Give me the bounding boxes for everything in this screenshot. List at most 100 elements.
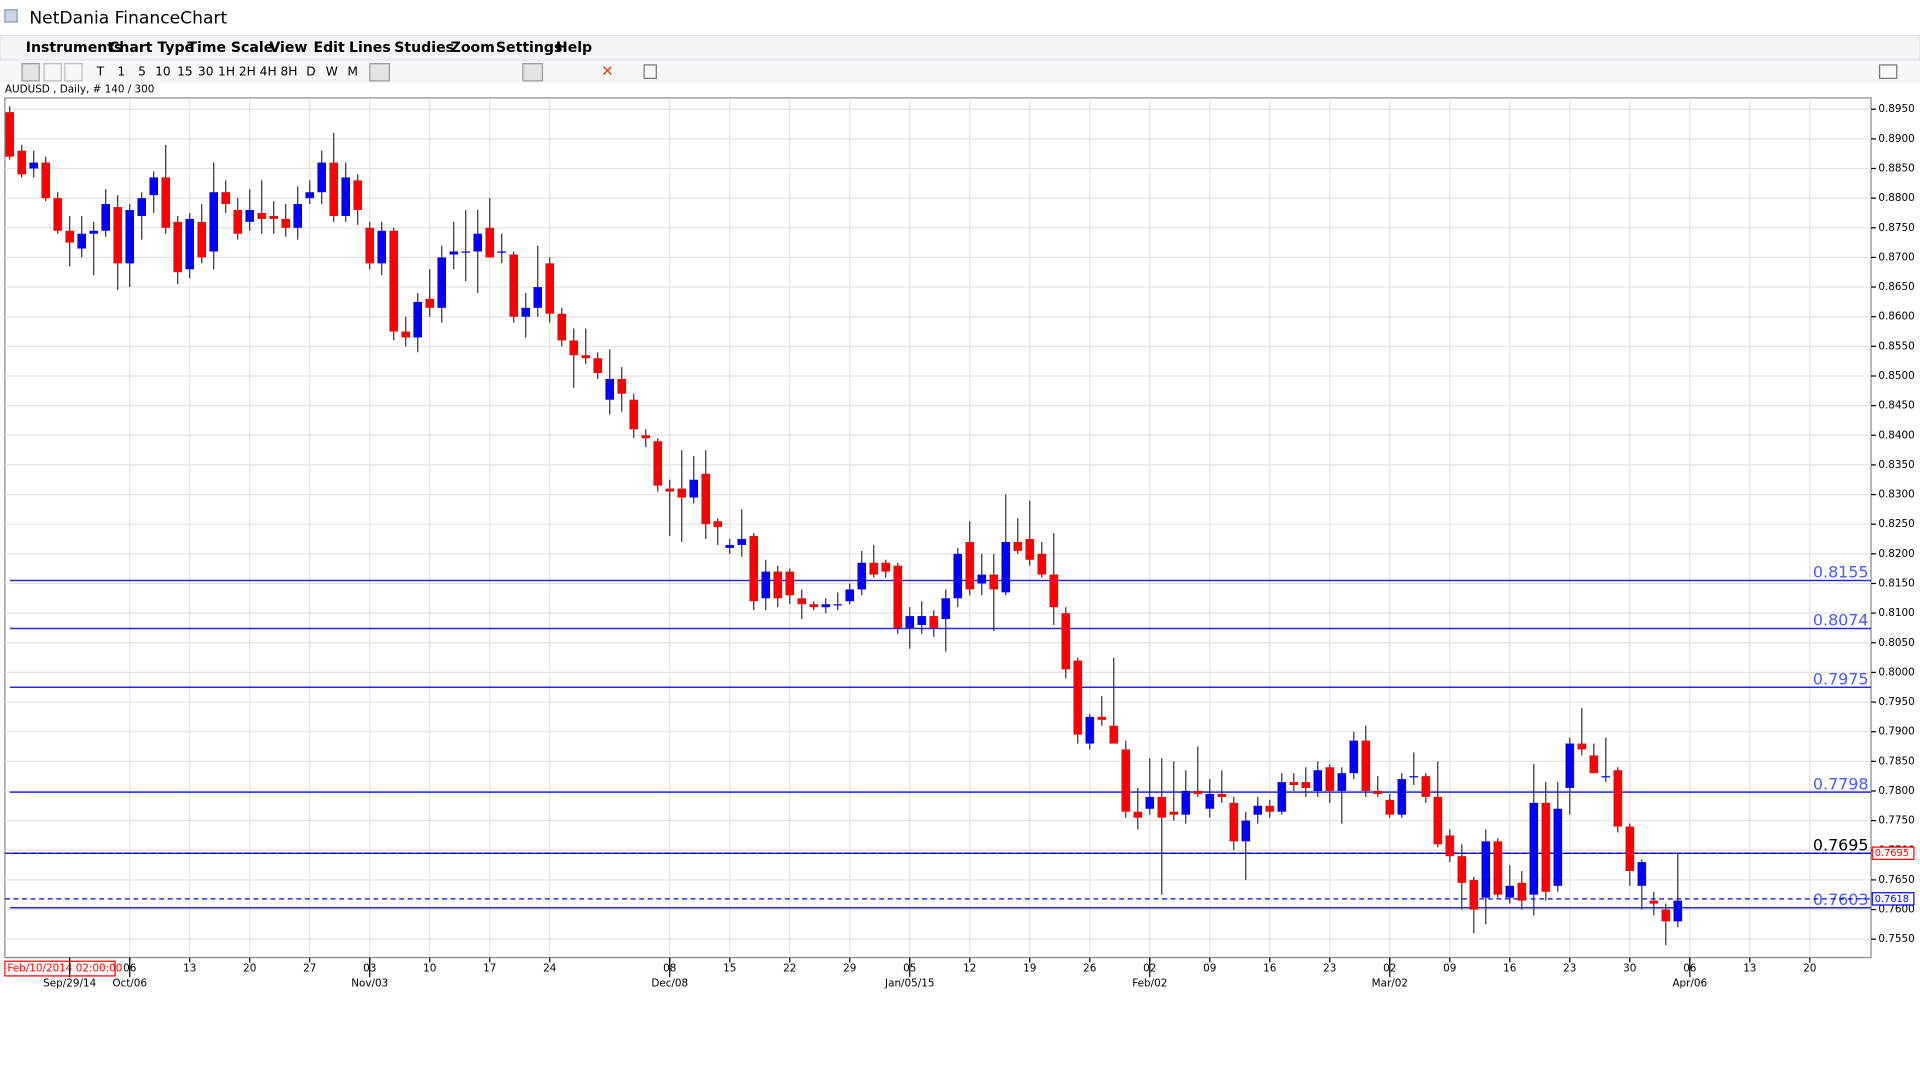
x-tick-label: 22 — [783, 963, 796, 975]
candle-body — [1505, 885, 1515, 898]
menu-item[interactable]: Studies — [394, 40, 454, 56]
candle-body — [485, 227, 495, 258]
y-tick-label: 0.7650 — [1878, 874, 1914, 886]
tool-icon[interactable] — [43, 63, 62, 82]
candle-body — [41, 162, 50, 199]
x-tick-label: 23 — [1323, 963, 1336, 975]
timescale-button[interactable]: 1 — [117, 65, 125, 79]
candle-body — [1589, 755, 1599, 774]
candle-body — [473, 233, 483, 252]
candle-body — [1085, 716, 1095, 744]
y-tick-label: 0.8850 — [1878, 163, 1914, 175]
candle-body — [1193, 790, 1203, 794]
x-tick-label: 29 — [843, 963, 856, 975]
x-tick-label: 12 — [963, 963, 976, 975]
candle-body — [617, 378, 627, 394]
timescale-button[interactable]: 2H — [239, 65, 256, 79]
menu-item[interactable]: Instruments — [26, 40, 123, 56]
candle-body — [161, 177, 170, 228]
x-major-label: Dec/08 — [651, 977, 688, 989]
y-tick-label: 0.8600 — [1878, 311, 1914, 323]
candle-body — [377, 230, 387, 264]
candle-body — [1313, 770, 1323, 791]
y-tick-label: 0.8650 — [1878, 281, 1914, 293]
candle-body — [1049, 574, 1059, 608]
candle-body — [1145, 796, 1155, 809]
x-tick-label: 16 — [1503, 963, 1516, 975]
price-tag-label: 0.7695 — [1875, 848, 1909, 859]
timescale-button[interactable]: 30 — [198, 65, 214, 79]
candle-body — [701, 473, 711, 525]
y-tick-label: 0.7950 — [1878, 696, 1914, 708]
candle-body — [245, 210, 254, 222]
candle-body — [341, 177, 351, 216]
timescale-button[interactable]: M — [347, 65, 358, 79]
y-tick-label: 0.8700 — [1878, 251, 1914, 263]
candle-body — [17, 150, 26, 175]
y-tick-label: 0.8000 — [1878, 666, 1914, 678]
candle-body — [1625, 826, 1635, 871]
tool-icon[interactable] — [522, 63, 544, 82]
candle-body — [5, 112, 14, 157]
candle-body — [401, 331, 411, 338]
candle-body — [113, 207, 122, 264]
menu-item[interactable]: View — [269, 40, 307, 56]
candle-body — [77, 233, 86, 249]
menu-item[interactable]: Lines — [349, 40, 391, 56]
candle-body — [1493, 841, 1503, 895]
candle-body — [1337, 773, 1347, 791]
candle-body — [1301, 782, 1311, 789]
x-tick-label: 30 — [1623, 963, 1636, 975]
tool-icon[interactable]: ✕ — [601, 63, 613, 80]
price-tag — [1871, 846, 1915, 860]
tool-icon[interactable] — [369, 63, 391, 82]
candle-body — [281, 218, 291, 228]
y-tick-label: 0.8750 — [1878, 222, 1914, 234]
candle-body — [137, 198, 146, 216]
candle-body — [1445, 835, 1455, 857]
timescale-button[interactable]: T — [96, 65, 105, 79]
candle-body — [1397, 779, 1407, 815]
timescale-button[interactable]: 4H — [260, 65, 277, 79]
candle-body — [713, 521, 723, 528]
menu-item[interactable]: Settings — [496, 40, 562, 56]
candle-body — [797, 598, 807, 605]
tool-icon[interactable] — [1878, 64, 1898, 79]
tool-icon[interactable] — [64, 63, 83, 82]
timescale-button[interactable]: 5 — [138, 65, 146, 79]
candle-body — [893, 565, 903, 628]
menu-item[interactable]: Edit — [313, 40, 345, 56]
timescale-button[interactable]: W — [326, 65, 338, 79]
timescale-button[interactable]: D — [306, 65, 315, 79]
y-tick-label: 0.7900 — [1878, 726, 1914, 738]
level-label: 0.7695 — [1813, 835, 1869, 854]
candle-body — [941, 598, 951, 620]
timescale-button[interactable]: 15 — [177, 65, 193, 79]
menu-item[interactable]: Chart Type — [109, 40, 194, 56]
timescale-button[interactable]: 10 — [155, 65, 171, 79]
timescale-button[interactable]: 8H — [280, 65, 297, 79]
menu-item[interactable]: Help — [556, 40, 592, 56]
candle-body — [1169, 811, 1179, 815]
menu-item[interactable]: Zoom — [451, 40, 495, 56]
menu-item[interactable]: Time Scale — [187, 40, 273, 56]
candle-body — [737, 539, 747, 545]
level-label: 0.8155 — [1813, 563, 1869, 582]
candle-body — [1649, 900, 1659, 904]
candle-body — [437, 257, 447, 308]
title-bar — [0, 0, 1920, 35]
tool-icon[interactable] — [21, 63, 40, 82]
candle-body — [1025, 539, 1035, 560]
candle-body — [233, 210, 242, 234]
candle-body — [749, 536, 759, 602]
x-major-label: Sep/29/14 — [43, 977, 96, 989]
x-tick-label: 13 — [183, 963, 196, 975]
candle-body — [977, 574, 987, 584]
timescale-button[interactable]: 1H — [218, 65, 235, 79]
tool-icon[interactable] — [643, 64, 657, 79]
x-tick-label: 17 — [483, 963, 496, 975]
y-tick-label: 0.8550 — [1878, 340, 1914, 352]
candle-body — [29, 162, 38, 169]
candle-body — [677, 488, 687, 498]
candle-body — [1253, 805, 1263, 815]
